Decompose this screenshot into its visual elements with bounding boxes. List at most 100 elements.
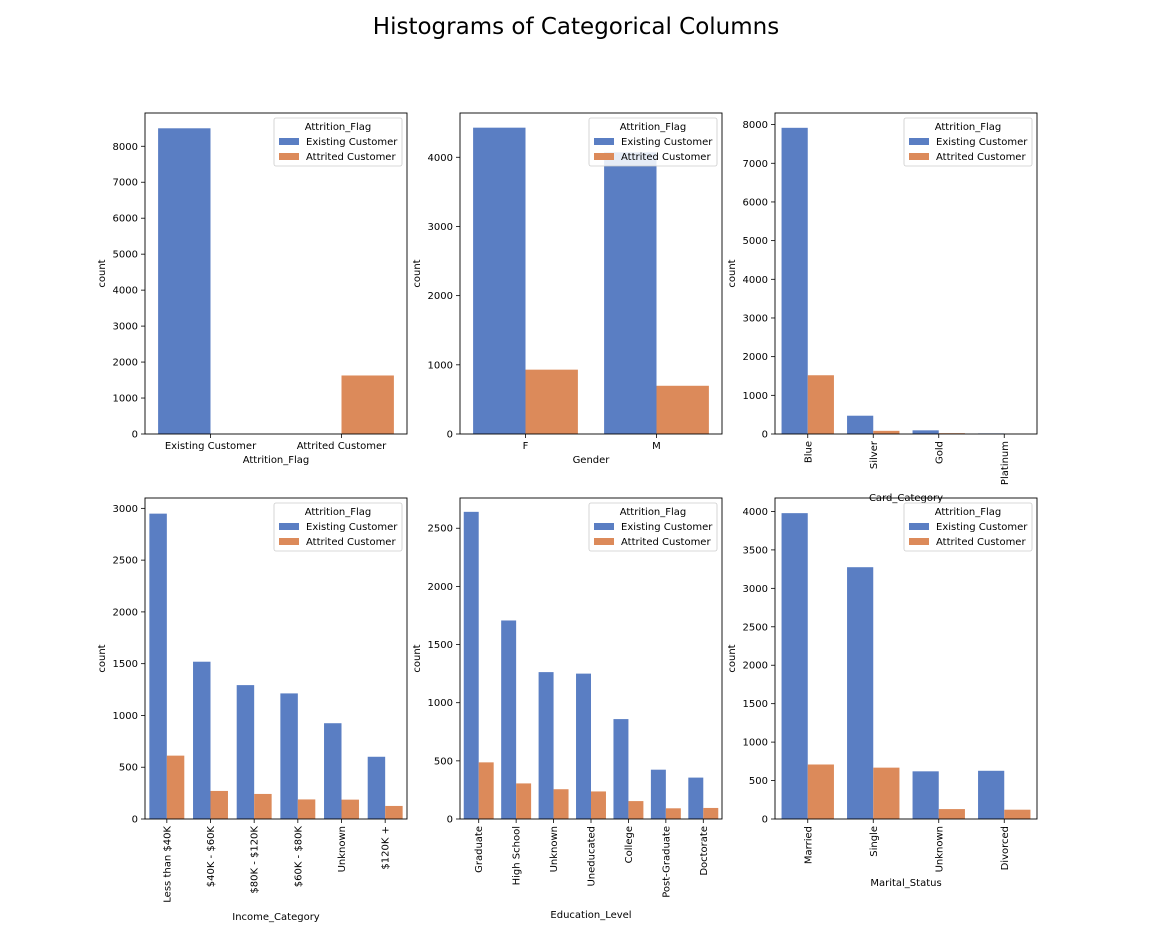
bar: [367, 756, 386, 819]
y-axis-label: count: [97, 259, 108, 287]
y-tick-label: 2000: [113, 607, 138, 618]
x-tick-label: College: [624, 826, 635, 863]
legend: Attrition_Flag Existing Customer Attrited …: [273, 117, 403, 167]
subplot-4: 0 500 1000 1500 2000 2500 3000 Less than $40K $4…: [97, 497, 408, 923]
x-tick-label: Graduate: [474, 826, 485, 873]
bar: [516, 783, 532, 819]
bar: [1004, 809, 1031, 819]
legend-swatch: [594, 523, 614, 530]
bar: [912, 430, 939, 434]
subplot-6: 0 500 1000 1500 2000 2500 3000 3500 4000 Married S…: [727, 497, 1038, 889]
legend-swatch: [909, 138, 929, 145]
legend: Attrition_Flag Existing Customer Attrited …: [903, 117, 1033, 167]
bar: [341, 375, 394, 434]
bar: [463, 511, 479, 819]
x-tick-label: Gold: [934, 441, 945, 464]
bar: [149, 513, 167, 819]
legend-title: Attrition_Flag: [620, 122, 687, 133]
y-tick-label: 2000: [428, 582, 453, 593]
y-tick-label: 500: [434, 756, 453, 767]
bar: [873, 430, 900, 434]
x-tick-label: Attrited Customer: [297, 441, 387, 452]
x-tick-label: Doctorate: [699, 826, 710, 876]
bar: [324, 723, 342, 819]
legend-label: Existing Customer: [936, 522, 1028, 533]
legend-label: Existing Customer: [306, 137, 398, 148]
legend-swatch: [909, 153, 929, 160]
legend-swatch: [594, 538, 614, 545]
axes-frame: [774, 112, 1038, 435]
bar: [703, 807, 719, 819]
x-axis-label: Marital_Status: [870, 878, 941, 889]
bar: [385, 805, 403, 819]
x-tick-label: F: [523, 441, 529, 452]
legend-title: Attrition_Flag: [305, 507, 372, 518]
legend-box: [273, 117, 403, 167]
y-tick-label: 3500: [743, 545, 768, 556]
bar: [650, 769, 666, 819]
legend-label: Existing Customer: [621, 522, 713, 533]
y-tick-label: 2000: [743, 352, 768, 363]
legend-swatch: [909, 538, 929, 545]
bar: [807, 375, 834, 434]
legend-box: [903, 117, 1033, 167]
x-tick-label: Unknown: [549, 826, 560, 872]
bar: [807, 764, 834, 819]
subplot-5: 0 500 1000 1500 2000 2500 Graduate High School U…: [412, 497, 723, 921]
legend-swatch: [279, 138, 299, 145]
y-tick-label: 2000: [428, 291, 453, 302]
legend: Attrition_Flag Existing Customer Attrited …: [903, 502, 1033, 552]
x-axis-label: Education_Level: [550, 910, 631, 921]
legend-title: Attrition_Flag: [620, 507, 687, 518]
bar: [553, 789, 569, 819]
bar: [978, 770, 1005, 819]
x-axis-label: Attrition_Flag: [243, 455, 310, 466]
subplot-2: 0 1000 2000 3000 4000 F M Gender count Attrition_…: [412, 112, 723, 466]
y-tick-label: 4000: [113, 286, 138, 297]
x-tick-label: Silver: [869, 440, 880, 469]
axes-frame: [144, 497, 408, 820]
legend-label: Existing Customer: [306, 522, 398, 533]
y-tick-label: 3000: [428, 222, 453, 233]
y-tick-label: 2000: [743, 661, 768, 672]
x-tick-label: $80K - $120K: [250, 826, 261, 894]
x-tick-label: Blue: [803, 441, 814, 463]
y-axis-label: count: [412, 259, 423, 287]
y-tick-label: 1000: [743, 391, 768, 402]
y-tick-label: 1000: [428, 360, 453, 371]
bar: [473, 127, 526, 435]
y-tick-label: 0: [132, 815, 138, 826]
legend-label: Attrited Customer: [621, 152, 711, 163]
legend-swatch: [279, 538, 299, 545]
axes-frame: [144, 112, 408, 435]
y-tick-label: 3000: [743, 584, 768, 595]
x-tick-label: High School: [512, 826, 523, 885]
axes-frame: [459, 112, 723, 435]
y-tick-label: 3000: [113, 322, 138, 333]
bar: [656, 385, 709, 434]
legend-label: Attrited Customer: [621, 537, 711, 548]
bar: [873, 767, 900, 819]
legend-swatch: [279, 523, 299, 530]
bar: [166, 755, 185, 819]
y-tick-label: 4000: [743, 275, 768, 286]
y-tick-label: 1000: [428, 698, 453, 709]
y-tick-label: 1500: [113, 659, 138, 670]
y-tick-label: 1500: [428, 640, 453, 651]
y-tick-label: 6000: [743, 197, 768, 208]
y-tick-label: 2500: [743, 622, 768, 633]
bar: [158, 128, 211, 435]
x-tick-label: Existing Customer: [165, 441, 257, 452]
legend-swatch: [594, 138, 614, 145]
bar: [613, 719, 629, 819]
legend-box: [588, 117, 718, 167]
bar: [501, 620, 517, 819]
y-tick-label: 4000: [743, 507, 768, 518]
y-tick-label: 0: [132, 430, 138, 441]
y-tick-label: 500: [119, 763, 138, 774]
y-axis-label: count: [412, 644, 423, 672]
x-tick-label: Unknown: [934, 826, 945, 872]
x-tick-label: Single: [869, 826, 880, 857]
legend-box: [273, 502, 403, 552]
